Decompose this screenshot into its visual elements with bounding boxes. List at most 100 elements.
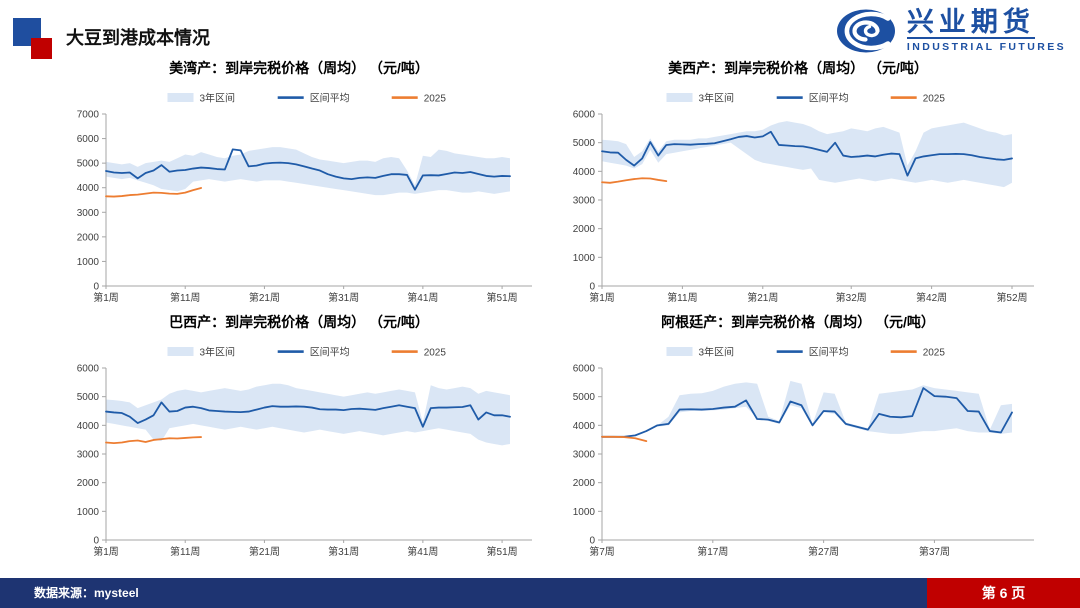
- x-tick-label: 第31周: [328, 545, 359, 558]
- line-2025: [105, 436, 202, 445]
- logo-text: 兴业期货 INDUSTRIAL FUTURES: [906, 8, 1066, 54]
- x-tick-label: 第37周: [919, 545, 950, 558]
- x-tick-label: 第11周: [667, 291, 697, 304]
- y-tick-label: 3000: [573, 450, 596, 461]
- legend-label: 区间平均: [809, 346, 849, 359]
- legend-item: 3年区间: [666, 346, 735, 359]
- y-tick-label: 4000: [573, 421, 596, 432]
- y-tick-label: 3000: [573, 196, 596, 207]
- x-tick-label: 第17周: [697, 545, 728, 558]
- legend-item: 3年区间: [167, 92, 236, 105]
- legend-item: 2025: [391, 94, 447, 105]
- y-tick-label: 2000: [77, 478, 100, 489]
- chart-us-gulf: 美湾产：到岸完税价格（周均） （元/吨） 3年区间 区间平均 2025 0 1000 200…: [58, 58, 540, 310]
- chart-brazil: 巴西产：到岸完税价格（周均） （元/吨） 3年区间 区间平均 2025 0 1000 200…: [58, 312, 540, 564]
- line-2025: [601, 177, 668, 184]
- chart-title: 美湾产：到岸完税价格（周均） （元/吨）: [169, 60, 429, 76]
- legend-line-swatch: [391, 350, 418, 353]
- line-2025: [105, 187, 202, 198]
- x-tick-label: 第11周: [170, 291, 200, 304]
- data-source: 数据来源：mysteel: [34, 586, 139, 600]
- y-tick-label: 4000: [77, 421, 100, 432]
- y-tick-label: 0: [589, 282, 595, 293]
- y-tick-label: 6000: [77, 364, 100, 375]
- legend-band-swatch: [167, 93, 194, 102]
- legend-label: 3年区间: [200, 92, 236, 105]
- y-tick-label: 6000: [77, 134, 100, 145]
- page-number: 第 6 页: [981, 585, 1026, 601]
- line-mean: [105, 148, 511, 191]
- x-tick-label: 第51周: [487, 291, 518, 304]
- y-tick-label: 0: [589, 536, 595, 547]
- y-tick-label: 5000: [573, 392, 596, 403]
- page-number-badge: 第 6 页: [927, 578, 1080, 608]
- x-tick-label: 第1周: [589, 291, 615, 304]
- legend-line-swatch: [391, 96, 418, 99]
- y-tick-label: 5000: [573, 138, 596, 149]
- legend-label: 2025: [424, 94, 447, 105]
- y-tick-label: 5000: [77, 159, 100, 170]
- legend-item: 区间平均: [277, 346, 350, 359]
- x-tick-label: 第42周: [916, 291, 947, 304]
- y-tick-label: 7000: [77, 110, 100, 121]
- band-area: [657, 380, 1012, 434]
- y-tick-label: 4000: [77, 183, 100, 194]
- legend-item: 2025: [391, 348, 447, 359]
- legend-label: 区间平均: [310, 92, 350, 105]
- page-title: 大豆到港成本情况: [66, 28, 210, 48]
- x-tick-label: 第52周: [996, 291, 1027, 304]
- x-tick-label: 第41周: [407, 545, 438, 558]
- legend-band-swatch: [666, 347, 693, 356]
- legend-label: 2025: [424, 348, 447, 359]
- legend-line-swatch: [776, 96, 803, 99]
- legend-item: 2025: [890, 348, 946, 359]
- chart-plot: 3年区间 区间平均 2025 0 1000 2000 3000 4000 5000 6000 700…: [77, 92, 532, 304]
- y-tick-label: 2000: [573, 478, 596, 489]
- x-tick-label: 第21周: [249, 545, 280, 558]
- y-tick-label: 3000: [77, 208, 100, 219]
- chart-plot: 3年区间 区间平均 2025 0 1000 2000 3000 4000 5000 6000 第1周…: [573, 92, 1034, 304]
- legend-label: 区间平均: [310, 346, 350, 359]
- legend-label: 3年区间: [200, 346, 236, 359]
- chart-title: 美西产：到岸完税价格（周均） （元/吨）: [668, 60, 928, 76]
- legend-label: 3年区间: [699, 92, 735, 105]
- legend-item: 2025: [890, 94, 945, 105]
- legend-label: 2025: [923, 348, 946, 359]
- y-tick-label: 1000: [573, 507, 596, 518]
- legend-line-swatch: [277, 350, 304, 353]
- chart-title: 巴西产：到岸完税价格（周均） （元/吨）: [169, 314, 429, 330]
- line-2025: [601, 435, 648, 442]
- y-tick-label: 1000: [77, 507, 100, 518]
- x-tick-label: 第51周: [487, 545, 518, 558]
- x-tick-label: 第7周: [589, 545, 615, 558]
- legend-band-swatch: [167, 347, 194, 356]
- y-tick-label: 6000: [573, 364, 596, 375]
- x-tick-label: 第27周: [808, 545, 839, 558]
- x-tick-label: 第31周: [328, 291, 359, 304]
- legend-band-swatch: [666, 93, 693, 102]
- y-tick-label: 6000: [573, 110, 596, 121]
- y-tick-label: 2000: [573, 224, 596, 235]
- line-mean: [105, 401, 511, 428]
- line-mean: [601, 130, 1013, 177]
- legend-line-swatch: [776, 350, 803, 353]
- x-tick-label: 第21周: [249, 291, 280, 304]
- logo-company-name-en: INDUSTRIAL FUTURES: [906, 41, 1066, 54]
- legend-label: 3年区间: [699, 346, 735, 359]
- band-area: [106, 383, 510, 446]
- y-tick-label: 4000: [573, 167, 596, 178]
- chart-plot: 3年区间 区间平均 2025 0 1000 2000 3000 4000 5000 6000 第1周…: [77, 346, 532, 558]
- y-tick-label: 1000: [573, 253, 596, 264]
- legend-item: 区间平均: [776, 92, 849, 105]
- chart-us-west: 美西产：到岸完税价格（周均） （元/吨） 3年区间 区间平均 2025 0 1000 200…: [554, 58, 1042, 310]
- legend-item: 3年区间: [167, 346, 236, 359]
- y-tick-label: 1000: [77, 257, 100, 268]
- line-mean: [601, 387, 1013, 438]
- company-logo: 兴业期货 INDUSTRIAL FUTURES: [836, 8, 1066, 54]
- swirl-logo-icon: [836, 9, 895, 53]
- chart-argentina: 阿根廷产：到岸完税价格（周均） （元/吨） 3年区间 区间平均 2025 0 1000 20…: [554, 312, 1042, 564]
- x-tick-label: 第32周: [836, 291, 867, 304]
- x-tick-label: 第1周: [93, 545, 119, 558]
- logo-company-name-cn: 兴业期货: [906, 8, 1035, 40]
- title-marker-red-square: [31, 38, 52, 59]
